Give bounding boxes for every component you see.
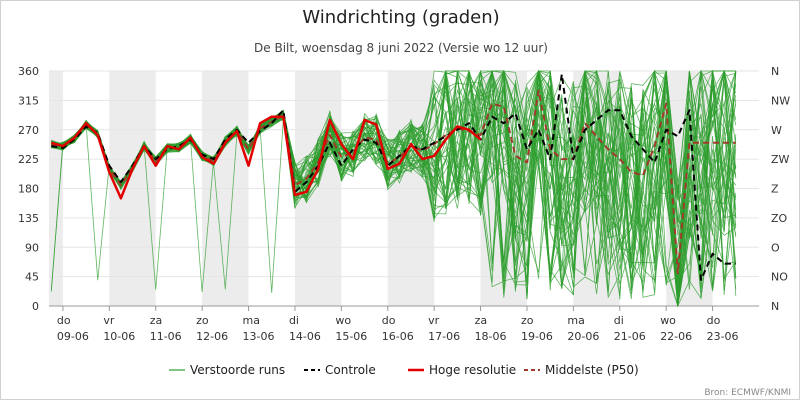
- legend-label-control[interactable]: Controle: [325, 363, 376, 377]
- y-tick-label-right: N: [771, 65, 779, 78]
- x-tick-date: 22-06: [660, 330, 692, 343]
- x-tick-weekday: vr: [103, 314, 115, 327]
- credits-label: Bron: ECMWF/KNMI: [704, 388, 791, 398]
- x-tick-date: 09-06: [57, 330, 89, 343]
- x-tick-weekday: do: [57, 314, 71, 327]
- x-tick-weekday: wo: [660, 314, 676, 327]
- ensemble-run-line: [51, 69, 737, 293]
- x-tick-weekday: wo: [335, 314, 351, 327]
- x-tick-weekday: zo: [196, 314, 209, 327]
- x-tick-weekday: za: [150, 314, 163, 327]
- y-tick-label: 180: [18, 183, 39, 196]
- y-tick-label: 0: [32, 300, 39, 313]
- legend-label-median[interactable]: Middelste (P50): [545, 363, 639, 377]
- x-tick-date: 10-06: [103, 330, 135, 343]
- series-line-high-res: [50, 115, 482, 200]
- y-tick-label-right: ZW: [771, 153, 790, 166]
- y-tick-label-right: N: [771, 300, 779, 313]
- x-tick-weekday: di: [289, 314, 299, 327]
- x-tick-weekday: vr: [428, 314, 440, 327]
- ensemble-run-line: [51, 70, 737, 295]
- x-tick-weekday: do: [707, 314, 721, 327]
- y-tick-label: 135: [18, 212, 39, 225]
- legend-label-ensemble[interactable]: Verstoorde runs: [190, 363, 285, 377]
- x-tick-weekday: ma: [567, 314, 584, 327]
- x-tick-date: 20-06: [567, 330, 599, 343]
- y-tick-label: 90: [25, 241, 39, 254]
- x-tick-date: 17-06: [428, 330, 460, 343]
- y-tick-label-right: O: [771, 241, 780, 254]
- x-tick-date: 13-06: [243, 330, 275, 343]
- y-tick-label: 225: [18, 153, 39, 166]
- y-tick-label: 315: [18, 94, 39, 107]
- x-tick-weekday: di: [614, 314, 624, 327]
- y-tick-label: 45: [25, 271, 39, 284]
- x-tick-date: 19-06: [521, 330, 553, 343]
- x-tick-date: 23-06: [707, 330, 739, 343]
- x-tick-date: 16-06: [382, 330, 414, 343]
- x-tick-weekday: do: [382, 314, 396, 327]
- y-tick-label-right: ZO: [771, 212, 788, 225]
- x-tick-date: 18-06: [475, 330, 507, 343]
- x-tick-date: 14-06: [289, 330, 321, 343]
- y-tick-label-right: W: [771, 124, 782, 137]
- y-tick-label: 270: [18, 124, 39, 137]
- x-tick-date: 12-06: [196, 330, 228, 343]
- x-tick-weekday: za: [475, 314, 488, 327]
- legend-label-high-res[interactable]: Hoge resolutie: [429, 363, 516, 377]
- x-tick-weekday: zo: [521, 314, 534, 327]
- chart-title: Windrichting (graden): [302, 7, 500, 28]
- y-tick-label-right: Z: [771, 183, 779, 196]
- x-tick-date: 15-06: [335, 330, 367, 343]
- chart-subtitle: De Bilt, woensdag 8 juni 2022 (Versie wo…: [254, 41, 548, 55]
- x-tick-date: 21-06: [614, 330, 646, 343]
- y-tick-label-right: NW: [771, 94, 790, 107]
- y-tick-label-right: NO: [771, 271, 788, 284]
- x-tick-weekday: ma: [243, 314, 260, 327]
- x-tick-date: 11-06: [150, 330, 182, 343]
- y-tick-label: 360: [18, 65, 39, 78]
